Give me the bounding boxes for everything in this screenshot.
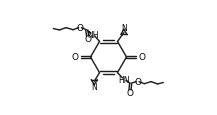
Text: O: O xyxy=(139,53,146,62)
Text: O: O xyxy=(76,23,83,32)
Text: O: O xyxy=(126,88,133,97)
Text: HN: HN xyxy=(118,75,130,84)
Text: O: O xyxy=(134,77,141,86)
Text: O: O xyxy=(84,35,91,44)
Text: NH: NH xyxy=(87,31,99,40)
Text: O: O xyxy=(71,53,78,62)
Text: N: N xyxy=(121,24,127,33)
Text: N: N xyxy=(91,83,97,92)
